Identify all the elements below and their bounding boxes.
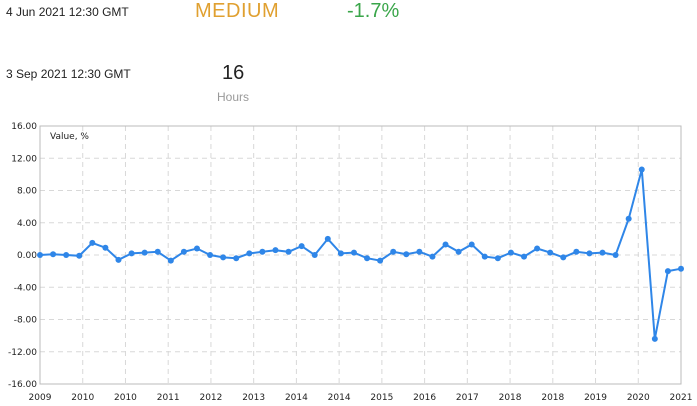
series-points	[37, 166, 684, 342]
data-point	[455, 248, 462, 255]
x-tick-label: 2020	[627, 393, 650, 403]
data-point	[560, 254, 567, 261]
data-point	[324, 235, 331, 242]
y-tick-label: 12.00	[11, 154, 37, 164]
countdown-value: 16	[222, 62, 245, 84]
y-tick-label: 0.00	[17, 251, 37, 261]
x-tick-label: 2021	[670, 393, 693, 403]
data-point	[638, 166, 645, 173]
x-tick-label: 2014	[285, 393, 308, 403]
x-axis-ticks: 2009 2010 2010 2011 2012 2013 2014 2014 2015 2016…	[29, 393, 693, 403]
data-point	[507, 249, 514, 256]
x-tick-label: 2018	[499, 393, 522, 403]
data-point	[429, 253, 436, 260]
data-point	[220, 254, 227, 261]
x-tick-label: 2012	[199, 393, 222, 403]
data-point	[115, 256, 122, 263]
data-point	[193, 245, 200, 252]
data-point	[89, 239, 96, 246]
data-point	[390, 248, 397, 255]
data-point	[377, 257, 384, 264]
series-line	[39, 169, 682, 340]
impact-level: MEDIUM	[195, 0, 280, 22]
y-tick-label: 4.00	[17, 219, 37, 229]
data-point	[63, 252, 70, 258]
data-point	[285, 248, 292, 255]
data-point	[337, 250, 344, 257]
y-tick-label: 8.00	[17, 187, 37, 197]
data-point	[481, 253, 488, 260]
y-tick-label: -4.00	[14, 283, 38, 293]
x-tick-label: 2010	[114, 393, 137, 403]
data-point	[416, 248, 423, 255]
data-point	[246, 250, 253, 257]
x-tick-label: 2016	[413, 393, 436, 403]
data-point	[521, 253, 528, 260]
data-point	[259, 248, 266, 255]
data-point	[128, 250, 135, 257]
data-point	[37, 252, 43, 258]
y-tick-label: -12.00	[8, 348, 37, 358]
y-tick-label: 16.00	[11, 122, 37, 132]
data-point	[547, 249, 554, 256]
data-point	[207, 252, 214, 258]
data-point	[468, 241, 475, 248]
data-point	[573, 248, 580, 255]
event-date: 3 Sep 2021 12:30 GMT	[6, 67, 131, 81]
x-tick-label: 2011	[157, 393, 180, 403]
data-point	[167, 257, 174, 264]
data-point	[625, 215, 632, 222]
x-tick-label: 2009	[29, 393, 52, 403]
data-point	[364, 255, 371, 262]
data-point	[612, 252, 619, 258]
data-point	[403, 251, 410, 258]
x-tick-label: 2015	[370, 393, 393, 403]
countdown-unit: Hours	[217, 90, 250, 104]
data-point	[350, 249, 357, 256]
data-point	[651, 335, 658, 342]
data-point	[154, 248, 161, 255]
data-point	[442, 241, 449, 248]
x-tick-label: 2013	[242, 393, 265, 403]
x-tick-label: 2019	[584, 393, 607, 403]
data-point	[76, 252, 83, 259]
data-point	[311, 252, 318, 258]
data-point	[298, 243, 305, 250]
data-point	[141, 249, 148, 256]
x-tick-label: 2017	[456, 393, 479, 403]
data-point	[678, 265, 684, 272]
data-point	[664, 268, 671, 275]
change-value: -1.7%	[347, 0, 400, 22]
x-tick-label: 2010	[71, 393, 94, 403]
y-tick-label: -16.00	[8, 380, 37, 390]
data-point	[180, 248, 187, 255]
data-point	[534, 245, 541, 252]
data-point	[102, 244, 109, 251]
data-point	[586, 250, 593, 257]
data-point	[272, 247, 279, 254]
y-axis-ticks: 16.00 12.00 8.00 4.00 0.00 -4.00 -8.00 -12.00 -1…	[8, 122, 37, 390]
data-point	[494, 255, 501, 262]
data-point	[233, 255, 240, 262]
x-tick-label: 2014	[328, 393, 351, 403]
data-point	[50, 251, 57, 258]
y-tick-label: -8.00	[14, 316, 38, 326]
y-axis-label: Value, %	[50, 132, 89, 142]
event-date: 4 Jun 2021 12:30 GMT	[6, 5, 129, 19]
x-tick-label: 2018	[541, 393, 564, 403]
data-point	[599, 249, 606, 256]
